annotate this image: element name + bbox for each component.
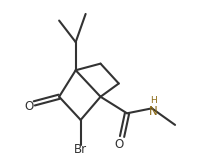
Text: O: O xyxy=(25,100,34,113)
Text: Br: Br xyxy=(74,143,87,156)
Text: O: O xyxy=(114,138,123,151)
Text: N: N xyxy=(149,105,158,118)
Text: H: H xyxy=(150,96,157,105)
